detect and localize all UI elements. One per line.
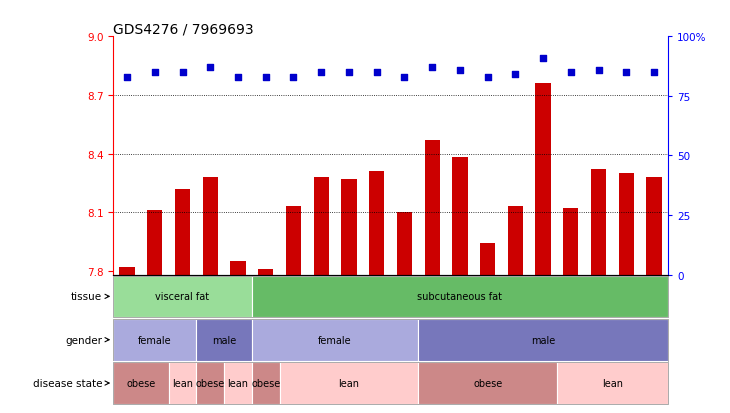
Point [399,74,410,81]
Text: female: female [318,335,352,345]
Point [482,74,493,81]
Point [620,69,632,76]
Text: gender: gender [65,335,109,345]
Point [204,65,216,71]
Point [315,69,327,76]
Point [371,69,383,76]
Bar [120,267,134,275]
Point [426,65,438,71]
Point [260,74,272,81]
Bar [147,211,162,275]
Bar [203,178,218,275]
Text: visceral fat: visceral fat [155,292,210,301]
Bar [425,140,439,275]
Point [121,74,133,81]
Bar [113,276,252,317]
Point [510,72,521,78]
Text: obese: obese [126,378,155,388]
Point [565,69,577,76]
Bar [342,180,356,275]
Point [149,69,161,76]
Bar [369,172,384,275]
Bar [564,209,578,275]
Point [343,69,355,76]
Text: male: male [212,335,237,345]
Bar [453,158,467,275]
Bar [418,362,557,404]
Bar [397,213,412,275]
Bar [169,362,196,404]
Bar [196,319,252,361]
Bar [224,362,252,404]
Text: lean: lean [602,378,623,388]
Text: obese: obese [196,378,225,388]
Point [593,67,604,74]
Bar [280,362,418,404]
Text: lean: lean [172,378,193,388]
Text: obese: obese [473,378,502,388]
Bar [557,362,668,404]
Text: disease state: disease state [33,378,109,388]
Bar [231,261,245,275]
Text: subcutaneous fat: subcutaneous fat [418,292,502,301]
Text: female: female [138,335,172,345]
Bar [480,244,495,275]
Text: lean: lean [339,378,359,388]
Text: lean: lean [228,378,248,388]
Bar [113,319,196,361]
Text: obese: obese [251,378,280,388]
Bar [647,178,661,275]
Bar [252,362,280,404]
Text: tissue: tissue [71,292,109,301]
Point [177,69,188,76]
Point [232,74,244,81]
Point [288,74,299,81]
Bar [258,269,273,275]
Bar [196,362,224,404]
Bar [508,207,523,275]
Bar [418,319,668,361]
Bar [113,362,169,404]
Bar [286,207,301,275]
Bar [591,170,606,275]
Bar [175,189,190,275]
Text: GDS4276 / 7969693: GDS4276 / 7969693 [113,22,254,36]
Bar [252,276,668,317]
Bar [536,84,550,275]
Point [454,67,466,74]
Bar [314,178,328,275]
Point [648,69,660,76]
Bar [619,173,634,275]
Point [537,55,549,62]
Bar [252,319,418,361]
Text: male: male [531,335,556,345]
